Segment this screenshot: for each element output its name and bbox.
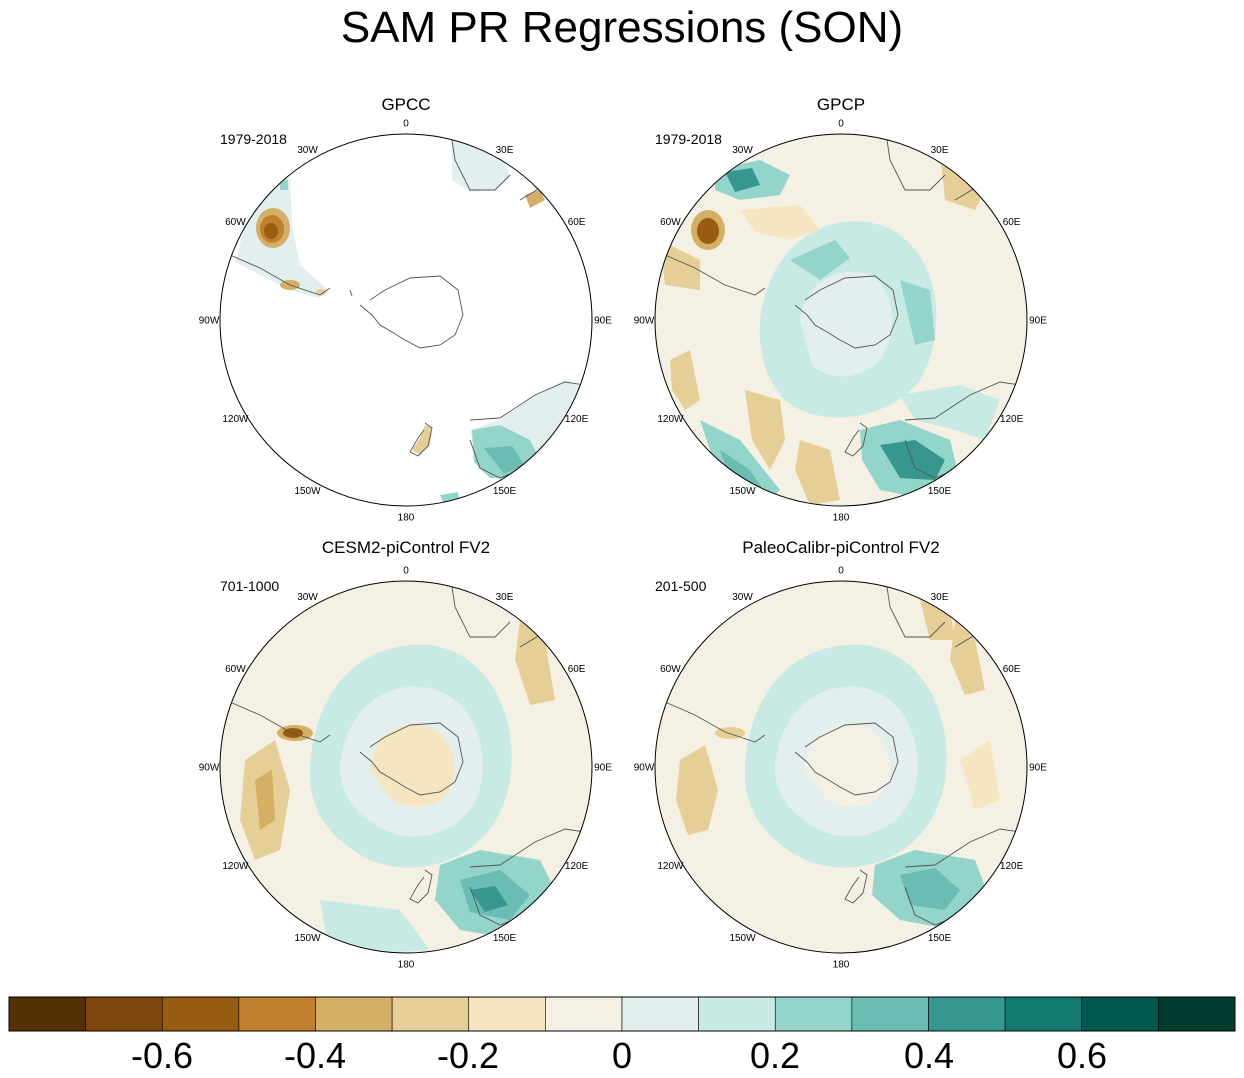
map-border — [219, 133, 593, 507]
longitude-label: 30W — [732, 145, 753, 156]
longitude-label: 90E — [594, 316, 612, 327]
longitude-label: 60E — [568, 217, 586, 228]
longitude-label: 150W — [729, 486, 756, 497]
longitude-label: 30E — [931, 592, 949, 603]
colorbar-tick-label: -0.2 — [437, 1035, 499, 1076]
longitude-label: 120E — [565, 861, 589, 872]
longitude-label: 60W — [660, 217, 681, 228]
map-field — [220, 134, 592, 506]
longitude-label: 60W — [225, 217, 246, 228]
colorbar-swatch — [1004, 996, 1083, 1032]
panel-title: PaleoCalibr-piControl FV2 — [742, 538, 939, 557]
longitude-label: 150W — [729, 933, 756, 944]
colorbar-tick-label: -0.6 — [131, 1035, 193, 1076]
panel-gpcp: GPCP 1979-2018 — [654, 95, 1028, 507]
longitude-label: 60E — [1003, 664, 1021, 675]
longitude-label: 120E — [1000, 861, 1024, 872]
longitude-label: 30W — [297, 592, 318, 603]
longitude-label: 150E — [493, 486, 517, 497]
longitude-label: 180 — [833, 960, 850, 971]
longitude-label: 180 — [833, 513, 850, 524]
longitude-label: 90W — [634, 316, 655, 327]
colorbar-swatch — [161, 996, 240, 1032]
colorbar-swatch — [391, 996, 470, 1032]
longitude-label: 60W — [660, 664, 681, 675]
colorbar-tick-label: 0.2 — [750, 1035, 800, 1076]
longitude-label: 150E — [928, 933, 952, 944]
colorbar-tick-label: -0.4 — [284, 1035, 346, 1076]
longitude-label: 120W — [657, 861, 684, 872]
colorbar-swatch — [851, 996, 929, 1032]
colorbar-tick-label: 0.4 — [904, 1035, 954, 1076]
longitude-label: 30W — [732, 592, 753, 603]
longitude-label: 0 — [838, 566, 844, 577]
panel-period: 1979-2018 — [220, 131, 287, 147]
longitude-label: 60W — [225, 664, 246, 675]
panel-cesm2: CESM2-piControl FV2 701-1000 — [219, 538, 593, 954]
panel-period: 701-1000 — [220, 578, 279, 594]
map-field — [220, 581, 592, 953]
figure-title: SAM PR Regressions (SON) — [340, 3, 904, 52]
longitude-labels: 0 30E 60E 90E 120E 150E 180 150W 120W 90W 60W 30W 0 3… — [199, 119, 1048, 971]
colorbar-swatch — [545, 996, 623, 1032]
longitude-label: 30E — [931, 145, 949, 156]
longitude-label: 120E — [565, 414, 589, 425]
colorbar-swatch — [774, 996, 853, 1032]
colorbar-tick-label: 0 — [612, 1035, 632, 1076]
anomaly-dry-pacific — [676, 745, 718, 835]
colorbar-swatch — [85, 996, 163, 1032]
longitude-label: 150W — [294, 933, 321, 944]
panel-title: CESM2-piControl FV2 — [322, 538, 490, 557]
longitude-label: 150E — [493, 933, 517, 944]
longitude-label: 150E — [928, 486, 952, 497]
longitude-label: 120W — [222, 861, 249, 872]
colorbar-swatch — [1081, 996, 1159, 1032]
colorbar-swatch — [238, 996, 316, 1032]
longitude-label: 90W — [634, 763, 655, 774]
longitude-label: 180 — [398, 513, 415, 524]
longitude-label: 120E — [1000, 414, 1024, 425]
longitude-label: 150W — [294, 486, 321, 497]
colorbar-swatch — [1158, 996, 1236, 1032]
colorbar-swatch — [928, 996, 1006, 1032]
colorbar-swatch — [8, 996, 86, 1032]
longitude-label: 120W — [657, 414, 684, 425]
map-border — [219, 580, 593, 954]
longitude-label: 60E — [1003, 217, 1021, 228]
panel-period: 1979-2018 — [655, 131, 722, 147]
longitude-label: 90E — [1029, 763, 1047, 774]
longitude-label: 0 — [838, 119, 844, 130]
longitude-label: 30E — [496, 145, 514, 156]
map-field — [655, 581, 1027, 953]
longitude-label: 90E — [594, 763, 612, 774]
panel-paleocalibr: PaleoCalibr-piControl FV2 201-500 — [654, 538, 1028, 954]
colorbar-swatch — [315, 996, 393, 1032]
colorbar-frame — [8, 996, 1236, 1032]
longitude-label: 120W — [222, 414, 249, 425]
longitude-label: 90W — [199, 763, 220, 774]
longitude-label: 30W — [297, 145, 318, 156]
colorbar-swatch — [468, 996, 546, 1032]
longitude-label: 180 — [398, 960, 415, 971]
panel-gpcc: GPCC 1979-2018 — [219, 95, 593, 507]
panel-title: GPCC — [381, 95, 430, 114]
colorbar: -0.6 -0.4 -0.2 0 0.2 0.4 0.6 — [8, 996, 1236, 1076]
longitude-label: 30E — [496, 592, 514, 603]
map-border — [654, 580, 1028, 954]
map-field — [655, 134, 1027, 506]
longitude-label: 0 — [403, 119, 409, 130]
colorbar-tick-label: 0.6 — [1057, 1035, 1107, 1076]
map-border — [654, 133, 1028, 507]
colorbar-swatch — [621, 996, 699, 1032]
longitude-label: 0 — [403, 566, 409, 577]
colorbar-swatch — [698, 996, 776, 1032]
longitude-label: 90W — [199, 316, 220, 327]
panel-title: GPCP — [817, 95, 865, 114]
panel-period: 201-500 — [655, 578, 707, 594]
longitude-label: 60E — [568, 664, 586, 675]
longitude-label: 90E — [1029, 316, 1047, 327]
